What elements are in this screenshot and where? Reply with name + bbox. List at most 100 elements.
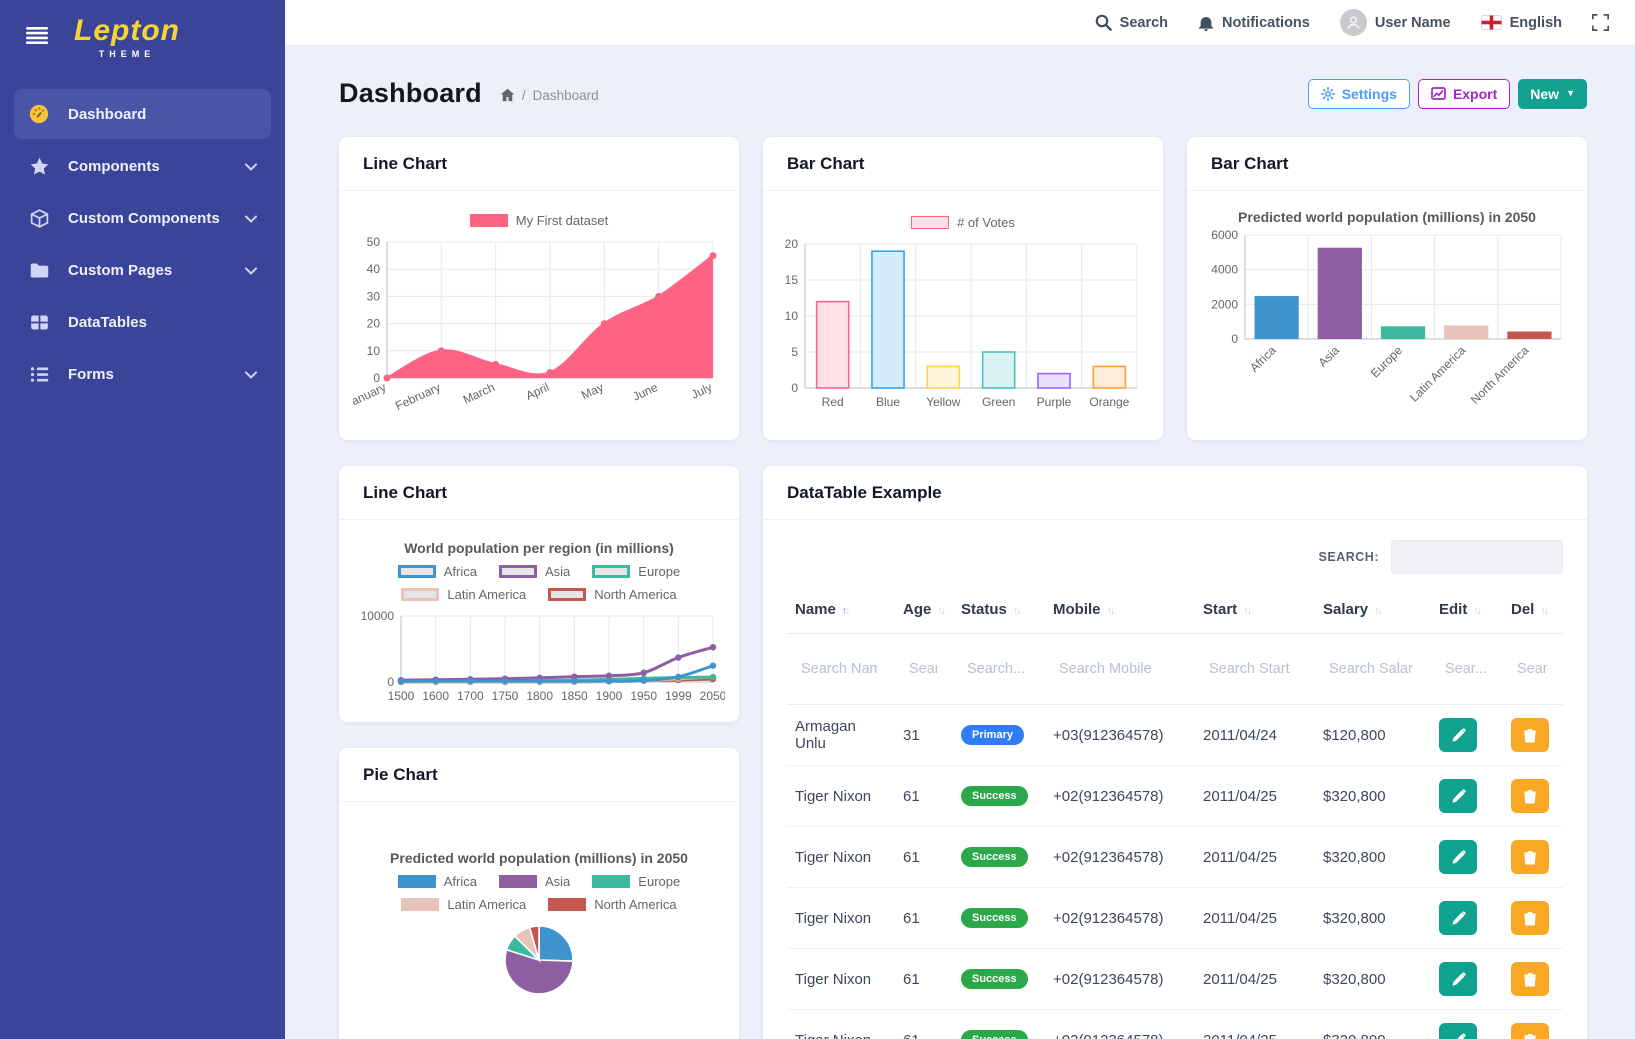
- column-header-mobile[interactable]: Mobile ↑↓: [1045, 586, 1195, 634]
- home-icon[interactable]: [500, 88, 515, 102]
- sidebar-item-label: DataTables: [68, 313, 147, 331]
- sidebar-item-components[interactable]: Components: [14, 141, 271, 191]
- brand-logo-subtext: THEME: [98, 49, 156, 59]
- avatar: [1339, 9, 1367, 36]
- sidebar-item-label: Components: [68, 157, 160, 175]
- legend-item[interactable]: Asia: [499, 874, 570, 889]
- filter-input-mobile[interactable]: [1053, 649, 1182, 689]
- legend-item[interactable]: Latin America: [401, 897, 526, 912]
- edit-button[interactable]: [1439, 901, 1477, 935]
- filter-input-start[interactable]: [1203, 649, 1303, 689]
- filter-input-del[interactable]: [1511, 649, 1554, 689]
- delete-button[interactable]: [1511, 1023, 1549, 1039]
- chart-title: World population per region (in millions…: [404, 540, 674, 556]
- search-icon: [1095, 14, 1112, 31]
- column-header-edit[interactable]: Edit ↑↓: [1431, 586, 1503, 634]
- filter-input-age[interactable]: [903, 649, 944, 689]
- svg-text:July: July: [689, 380, 714, 402]
- cell-salary: $320,800: [1315, 1009, 1431, 1039]
- column-header-status[interactable]: Status ↑↓: [953, 586, 1045, 634]
- legend-item[interactable]: Africa: [397, 564, 477, 579]
- new-button[interactable]: New ▼: [1518, 78, 1587, 109]
- sidebar-item-custom-components[interactable]: Custom Components: [14, 193, 271, 243]
- cube-icon: [28, 207, 50, 229]
- sort-arrows-icon: ↑↓: [1243, 605, 1252, 617]
- cell-age: 31: [895, 704, 953, 766]
- cell-status: Success: [953, 948, 1045, 1010]
- cell-del: [1503, 1009, 1563, 1039]
- user-icon: [1347, 16, 1360, 30]
- delete-button[interactable]: [1511, 779, 1549, 813]
- delete-button[interactable]: [1511, 962, 1549, 996]
- chart-legend: # of Votes: [900, 211, 1026, 234]
- edit-button[interactable]: [1439, 1023, 1477, 1039]
- legend-item[interactable]: # of Votes: [911, 215, 1015, 230]
- svg-text:North America: North America: [1468, 342, 1532, 406]
- legend-swatch: [548, 588, 587, 601]
- legend-item[interactable]: Europe: [592, 874, 680, 889]
- svg-text:10: 10: [367, 344, 381, 358]
- card-title: Line Chart: [339, 466, 739, 520]
- svg-text:30: 30: [367, 289, 381, 303]
- delete-button[interactable]: [1511, 901, 1549, 935]
- legend-label: Latin America: [447, 587, 527, 602]
- column-header-age[interactable]: Age ↑↓: [895, 586, 953, 634]
- legend-item[interactable]: Europe: [592, 564, 680, 579]
- breadcrumb-current[interactable]: Dashboard: [532, 87, 599, 103]
- edit-button[interactable]: [1439, 962, 1477, 996]
- column-header-start[interactable]: Start ↑↓: [1195, 586, 1315, 634]
- svg-text:0: 0: [373, 371, 380, 385]
- legend-item[interactable]: North America: [548, 897, 677, 912]
- topbar-search[interactable]: Search: [1095, 14, 1168, 31]
- svg-text:2000: 2000: [1211, 297, 1238, 311]
- fullscreen-toggle[interactable]: [1592, 14, 1609, 31]
- cell-status: Success: [953, 765, 1045, 827]
- cell-name: Tiger Nixon: [787, 948, 895, 1010]
- topbar-user[interactable]: User Name: [1339, 9, 1451, 36]
- datatable-wrap: Name ↑↓ Age ↑↓ Status ↑↓ Mobile ↑↓ Start ↑↓ Salary…: [763, 582, 1587, 1039]
- column-header-del[interactable]: Del ↑↓: [1503, 586, 1563, 634]
- legend-item[interactable]: North America: [548, 587, 677, 602]
- filter-input-edit[interactable]: [1439, 649, 1493, 689]
- brand-logo-text: Lepton: [74, 14, 180, 47]
- filter-input-salary[interactable]: [1323, 649, 1419, 689]
- hamburger-menu-icon[interactable]: [26, 26, 48, 49]
- svg-text:1500: 1500: [388, 689, 415, 703]
- sidebar-item-label: Forms: [68, 365, 114, 383]
- column-header-name[interactable]: Name ↑↓: [787, 586, 895, 634]
- export-button[interactable]: Export: [1417, 78, 1511, 109]
- edit-button[interactable]: [1439, 779, 1477, 813]
- delete-button[interactable]: [1511, 840, 1549, 874]
- cell-age: 61: [895, 826, 953, 888]
- topbar-language[interactable]: English: [1480, 15, 1562, 31]
- legend-item[interactable]: My First dataset: [469, 213, 608, 228]
- brand-logo[interactable]: Lepton THEME: [74, 14, 180, 60]
- cell-edit: [1431, 1009, 1503, 1039]
- edit-button[interactable]: [1439, 840, 1477, 874]
- topbar-notifications[interactable]: Notifications: [1198, 14, 1310, 32]
- sidebar-item-forms[interactable]: Forms: [14, 349, 271, 399]
- column-header-salary[interactable]: Salary ↑↓: [1315, 586, 1431, 634]
- svg-text:1700: 1700: [457, 689, 484, 703]
- legend-item[interactable]: Asia: [499, 564, 570, 579]
- legend-item[interactable]: Latin America: [401, 587, 526, 602]
- chart-line-icon: [1431, 87, 1446, 100]
- edit-button[interactable]: [1439, 718, 1477, 752]
- settings-button[interactable]: Settings: [1307, 78, 1410, 109]
- sidebar-item-datatables[interactable]: DataTables: [14, 297, 271, 347]
- filter-input-name[interactable]: [795, 649, 884, 689]
- star-icon: [28, 155, 50, 177]
- topbar: Search Notifications User Name English: [285, 0, 1635, 46]
- line-chart-canvas: 0 10 20 30 40 50 January February March April May J…: [353, 235, 717, 413]
- filter-input-status[interactable]: [961, 649, 1034, 689]
- pencil-icon: [1452, 727, 1466, 742]
- sidebar-item-dashboard[interactable]: Dashboard: [14, 89, 271, 139]
- delete-button[interactable]: [1511, 718, 1549, 752]
- datatable-search-input[interactable]: [1391, 540, 1563, 574]
- trash-icon: [1524, 728, 1536, 743]
- sidebar-item-custom-pages[interactable]: Custom Pages: [14, 245, 271, 295]
- legend-item[interactable]: Africa: [397, 874, 477, 889]
- cell-del: [1503, 704, 1563, 766]
- datatable-search-row: SEARCH:: [763, 520, 1587, 582]
